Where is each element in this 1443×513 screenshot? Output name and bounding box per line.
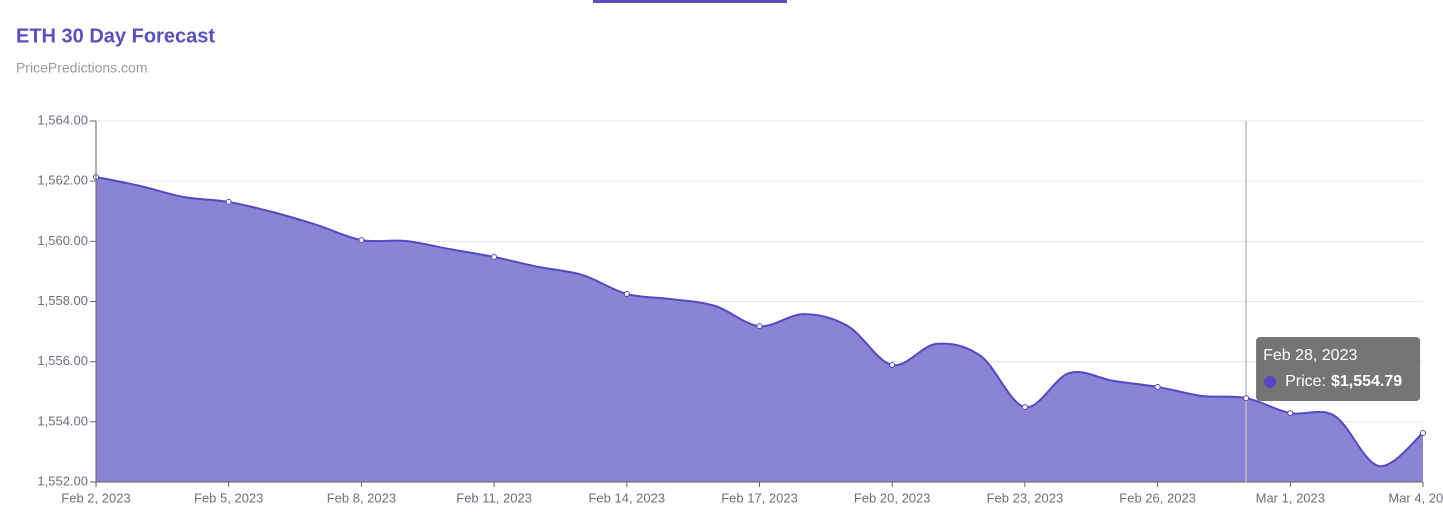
x-tick-label: Feb 8, 2023 bbox=[327, 490, 396, 505]
chart-title: ETH 30 Day Forecast bbox=[16, 25, 215, 47]
x-tick-label: Mar 1, 2023 bbox=[1256, 490, 1325, 505]
x-tick-label: Feb 5, 2023 bbox=[194, 490, 263, 505]
tooltip-label: Price: bbox=[1285, 373, 1326, 390]
x-tick-label: Feb 14, 2023 bbox=[588, 490, 665, 505]
top-accent bbox=[593, 0, 787, 3]
point bbox=[358, 237, 365, 244]
point bbox=[1287, 410, 1294, 417]
point bbox=[1021, 404, 1028, 411]
point bbox=[1154, 383, 1161, 390]
x-tick-label: Feb 23, 2023 bbox=[987, 490, 1064, 505]
x-tick-label: Feb 2, 2023 bbox=[61, 490, 130, 505]
y-tick-label: 1,558.00 bbox=[37, 293, 88, 308]
y-tick-label: 1,556.00 bbox=[37, 353, 88, 368]
y-tick-label: 1,554.00 bbox=[37, 413, 88, 428]
point bbox=[623, 290, 630, 297]
area-fill bbox=[96, 176, 1423, 482]
x-tick-label: Mar 4, 2023 bbox=[1388, 490, 1443, 505]
tooltip-title: Feb 28, 2023 bbox=[1263, 347, 1357, 364]
hover-point bbox=[1243, 395, 1250, 402]
point bbox=[225, 198, 232, 205]
y-tick-label: 1,562.00 bbox=[37, 173, 88, 188]
x-tick-label: Feb 20, 2023 bbox=[854, 490, 931, 505]
chart-subtitle: PricePredictions.com bbox=[16, 60, 148, 76]
x-tick-label: Feb 17, 2023 bbox=[721, 490, 798, 505]
point bbox=[1420, 429, 1426, 436]
y-tick-label: 1,560.00 bbox=[37, 233, 88, 248]
tooltip-marker bbox=[1264, 376, 1277, 388]
y-tick-label: 1,552.00 bbox=[37, 473, 88, 488]
tooltip-box bbox=[1256, 337, 1421, 401]
x-tick-label: Feb 11, 2023 bbox=[456, 490, 532, 505]
point bbox=[756, 323, 763, 330]
point bbox=[491, 253, 498, 260]
y-tick-label: 1,564.00 bbox=[37, 112, 88, 127]
point bbox=[889, 361, 896, 368]
x-tick-label: Feb 26, 2023 bbox=[1119, 490, 1196, 505]
tooltip-value: $1,554.79 bbox=[1331, 373, 1402, 390]
